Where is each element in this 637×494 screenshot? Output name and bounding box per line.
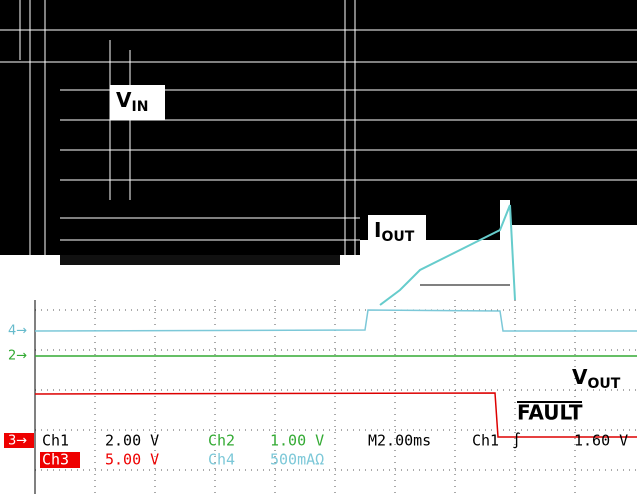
vout-sub: OUT (587, 376, 620, 392)
ch3-scale: 5.00 V (105, 451, 159, 469)
trigger-source: Ch1 (472, 432, 499, 450)
trigger-slope: ∫ (512, 432, 521, 450)
ch1-name: Ch1 (42, 432, 69, 450)
ch4-marker: 4→ (8, 324, 27, 339)
ch2-scale: 1.00 V (270, 432, 324, 450)
ch4-name: Ch4 (208, 451, 235, 469)
ch3-name: Ch3 (42, 451, 69, 469)
ch3-marker: 3→ (8, 434, 27, 449)
ch2-marker: 2→ (8, 349, 27, 364)
ch2-name: Ch2 (208, 432, 235, 450)
vout-main: V (572, 365, 588, 389)
vin-main: V (116, 88, 132, 112)
vin-sub: IN (131, 99, 148, 115)
trigger-level: 1.60 V (574, 432, 628, 450)
scope-screen: 4→ 2→ 3→ VIN IOUT VOUT FAULT Ch1 2.00 V … (0, 0, 637, 494)
ch1-scale: 2.00 V (105, 432, 159, 450)
timebase: M2.00ms (368, 432, 431, 450)
iout-sub: OUT (381, 229, 414, 245)
ch4-scale: 500mAΩ (270, 451, 324, 469)
fault-label: FAULT (517, 401, 583, 425)
iout-main: I (374, 218, 381, 242)
